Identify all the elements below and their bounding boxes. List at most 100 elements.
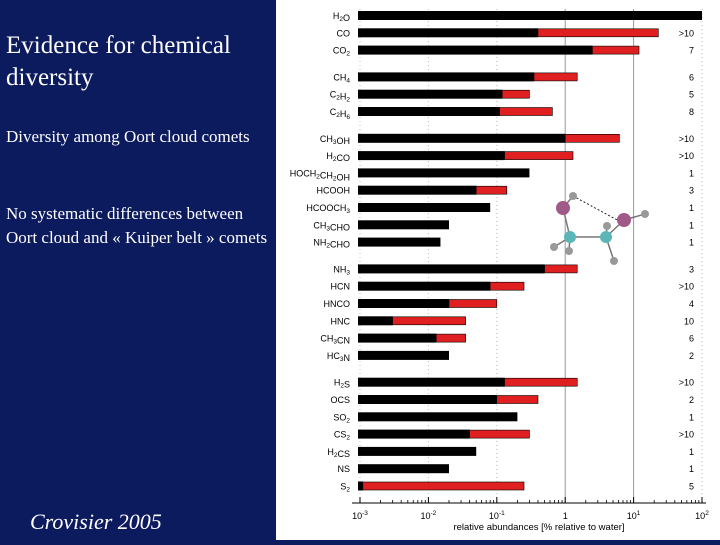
- molecule-label: HC3N: [327, 351, 350, 363]
- molecule-label: CO: [337, 28, 351, 38]
- ratio-label: >10: [679, 151, 694, 161]
- ratio-label: 6: [689, 334, 694, 344]
- ratio-label: 2: [689, 351, 694, 361]
- bar-black: [358, 220, 449, 230]
- bar-black: [358, 281, 491, 291]
- x-tick-label: 101: [627, 510, 641, 521]
- ratio-label: 1: [689, 447, 694, 457]
- bar-red: [469, 429, 530, 439]
- ratio-label: 5: [689, 90, 694, 100]
- molecule-label: S2: [340, 482, 350, 494]
- molecule-label: SO2: [333, 412, 350, 424]
- molecule-label: CS2: [334, 430, 351, 442]
- bar-black: [358, 185, 477, 195]
- x-tick-label: 10-3: [352, 510, 368, 521]
- molecule-label: NH2CHO: [313, 238, 350, 250]
- left-panel: Evidence for chemical diversity Diversit…: [0, 0, 276, 540]
- bar-black: [358, 395, 497, 404]
- bar-black: [358, 107, 500, 116]
- molecule-label: H2CO: [326, 151, 350, 163]
- bar-black: [358, 464, 449, 474]
- bar-black: [358, 168, 530, 178]
- molecule-label: HOCH2CH2OH: [290, 168, 350, 182]
- ratio-label: 7: [689, 46, 694, 56]
- x-tick-label: 10-2: [421, 510, 437, 521]
- bar-black: [358, 481, 363, 491]
- bar-black: [358, 446, 477, 456]
- molecule-label: CO2: [333, 46, 351, 58]
- bar-red: [504, 151, 574, 160]
- ratio-label: 1: [689, 168, 694, 178]
- ratio-label: >10: [679, 134, 694, 144]
- ratio-label: 4: [689, 299, 694, 309]
- ratio-label: 1: [689, 220, 694, 230]
- bar-red: [499, 107, 553, 116]
- paragraph-no-differences: No systematic differences between Oort c…: [6, 204, 268, 247]
- bar-black: [358, 11, 702, 20]
- molecule-label: CH3CN: [320, 334, 350, 346]
- ratio-label: 10: [684, 316, 694, 326]
- bar-red: [533, 72, 578, 82]
- ratio-label: 1: [689, 412, 694, 422]
- x-tick-label: 10-1: [489, 510, 505, 521]
- bar-red: [496, 395, 539, 404]
- molecule-label: CH3OH: [320, 134, 350, 146]
- bar-black: [358, 412, 518, 422]
- molecule-label: CH3CHO: [313, 220, 350, 232]
- grid-layer: [359, 9, 703, 503]
- molecule-label: HCOOCH3: [306, 203, 350, 215]
- ratio-label: 6: [689, 72, 694, 82]
- bar-black: [358, 72, 535, 82]
- ratio-label: 1: [689, 238, 694, 248]
- abundance-chart: H2O CO >10 CO2 7 CH4 6 C2H2 5 C2H6 8 CH3OH >10 H2CO >1…: [290, 9, 709, 533]
- bar-black: [358, 264, 545, 274]
- chart-panel: H2O CO >10 CO2 7 CH4 6 C2H2 5 C2H6 8 CH3OH >10 H2CO >1…: [276, 0, 720, 540]
- molecule-label: H2CS: [327, 447, 350, 459]
- bar-black: [358, 28, 538, 38]
- bar-layer: [358, 11, 702, 491]
- bar-red: [544, 264, 578, 274]
- bar-red: [564, 134, 620, 143]
- x-axis-title: relative abundances [% relative to water…: [453, 522, 624, 533]
- bar-red: [592, 45, 640, 55]
- bar-red: [489, 281, 525, 291]
- bar-red: [475, 185, 508, 195]
- ratio-label: 1: [689, 203, 694, 213]
- bar-black: [358, 45, 593, 55]
- molecule-icon: [550, 192, 649, 265]
- ratio-label: 8: [689, 107, 694, 117]
- molecule-label: HNC: [331, 316, 351, 326]
- ratio-label: >10: [679, 282, 694, 292]
- molecule-label: HNCO: [324, 299, 351, 309]
- molecule-label: C2H2: [330, 90, 351, 104]
- ratio-label: 3: [689, 264, 694, 274]
- bar-black: [358, 316, 393, 326]
- molecule-label: CH4: [333, 72, 350, 84]
- x-tick-label: 1: [563, 511, 568, 521]
- bar-black: [358, 299, 449, 308]
- axis-layer: 10-3 10-2 10-1 1 101 102 relative abundances […: [352, 497, 709, 533]
- bar-red: [448, 299, 498, 308]
- molecule-label: C2H6: [330, 107, 351, 121]
- ratio-label: 2: [689, 395, 694, 405]
- bar-black: [358, 237, 441, 247]
- bar-red: [435, 333, 466, 343]
- bar-black: [358, 333, 437, 343]
- molecule-label: HCN: [331, 282, 351, 292]
- bar-black: [358, 377, 505, 387]
- bar-red: [392, 316, 466, 326]
- ratio-label: 3: [689, 186, 694, 196]
- x-tick-label: 102: [695, 510, 709, 521]
- molecule-label: NS: [337, 464, 350, 474]
- paragraph-diversity: Diversity among Oort cloud comets: [6, 127, 250, 146]
- molecule-label: H2S: [334, 378, 350, 390]
- bar-black: [358, 350, 449, 360]
- bar-black: [358, 133, 566, 143]
- molecule-label: HCOOH: [317, 186, 351, 196]
- slide-title: Evidence for chemical diversity: [6, 32, 231, 91]
- ratio-label: 5: [689, 482, 694, 492]
- ratio-label: >10: [679, 430, 694, 440]
- bar-black: [358, 89, 503, 99]
- credit-text: Crovisier 2005: [30, 509, 162, 534]
- molecule-label: H2O: [333, 11, 350, 23]
